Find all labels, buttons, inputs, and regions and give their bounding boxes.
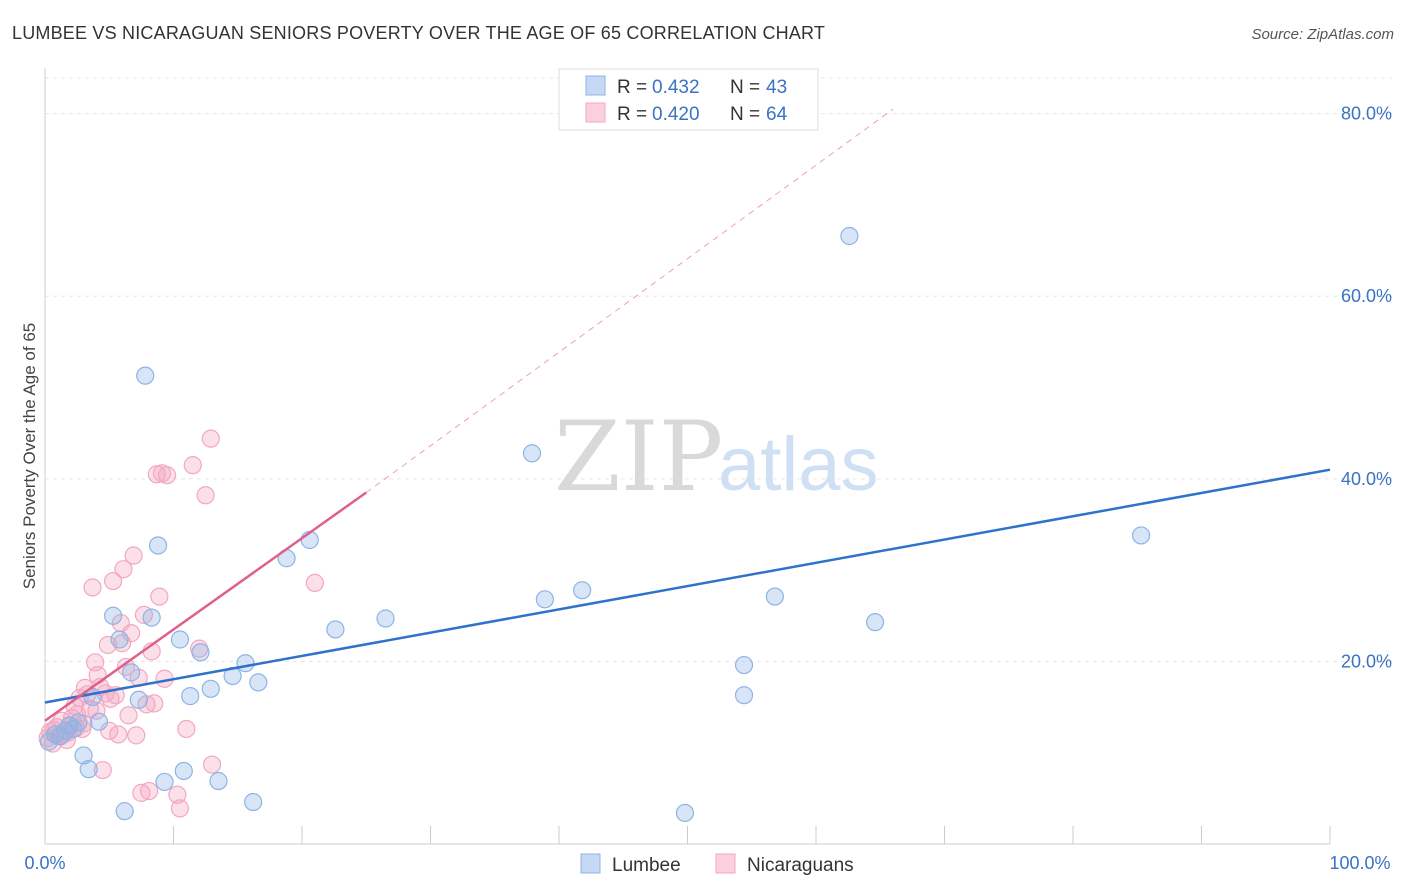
y-axis-label: Seniors Poverty Over the Age of 65 <box>20 323 39 589</box>
stats-legend: R = 0.432 N = 43 R = 0.420 N = 64 <box>558 68 819 131</box>
point-nicaraguans-62 <box>100 721 119 740</box>
point-nicaraguans-54 <box>202 755 222 774</box>
point-lumbee-38 <box>734 655 754 675</box>
gridlines <box>45 77 1392 662</box>
point-nicaraguans-27 <box>109 725 128 744</box>
point-lumbee-12 <box>110 630 129 649</box>
point-lumbee-11 <box>104 606 123 625</box>
point-nicaraguans-53 <box>201 429 220 448</box>
point-nicaraguans-43 <box>150 587 169 606</box>
point-lumbee-10 <box>89 712 109 731</box>
point-lumbee-17 <box>142 608 161 627</box>
point-lumbee-37 <box>675 803 695 823</box>
point-nicaraguans-47 <box>168 785 187 804</box>
point-lumbee-36 <box>573 581 592 600</box>
legend-r-value-nicaraguans: 0.420 <box>652 104 700 125</box>
legend-n-label-nicaraguans: N = <box>730 104 760 125</box>
watermark: ZIP atlas <box>554 401 879 513</box>
legend-n-value-lumbee: 43 <box>766 77 787 98</box>
point-nicaraguans-29 <box>114 560 133 579</box>
trend-line-lumbee <box>44 468 1331 704</box>
point-lumbee-33 <box>376 609 395 628</box>
point-nicaraguans-30 <box>116 657 136 676</box>
point-nicaraguans-61 <box>87 701 106 720</box>
point-nicaraguans-46 <box>157 466 177 485</box>
y-tick-labels: 20.0% 40.0% 60.0% 80.0% <box>1341 104 1392 672</box>
x-tick-label-max: 100.0% <box>1329 853 1390 873</box>
point-nicaraguans-48 <box>170 799 190 818</box>
point-nicaraguans-33 <box>124 546 143 565</box>
point-lumbee-24 <box>201 679 220 698</box>
point-lumbee-0 <box>39 732 58 751</box>
x-minor-ticks <box>173 826 1331 844</box>
legend-n-label-lumbee: N = <box>730 77 760 98</box>
watermark-atlas: atlas <box>718 422 879 507</box>
y-tick-label-40: 40.0% <box>1341 469 1392 489</box>
point-lumbee-34 <box>522 444 542 463</box>
point-lumbee-8 <box>79 760 98 779</box>
point-lumbee-16 <box>136 366 155 385</box>
point-nicaraguans-23 <box>98 635 118 655</box>
point-lumbee-13 <box>115 802 134 821</box>
legend-r-value-lumbee: 0.432 <box>652 77 700 98</box>
point-nicaraguans-25 <box>104 571 123 591</box>
point-lumbee-28 <box>244 792 263 812</box>
point-lumbee-25 <box>209 771 228 791</box>
point-lumbee-42 <box>866 613 885 632</box>
trend-extension-nicaraguans <box>365 108 894 493</box>
point-nicaraguans-21 <box>93 760 112 780</box>
point-lumbee-19 <box>155 772 174 792</box>
point-lumbee-6 <box>69 713 88 732</box>
point-nicaraguans-41 <box>145 694 164 713</box>
point-lumbee-41 <box>840 226 859 246</box>
point-lumbee-23 <box>191 643 210 662</box>
point-lumbee-15 <box>129 690 148 709</box>
point-nicaraguans-52 <box>196 486 215 505</box>
legend-swatch-nicaraguans <box>585 102 606 123</box>
y-tick-label-60: 60.0% <box>1341 286 1392 306</box>
chart-source: Source: ZipAtlas.com <box>1251 26 1394 43</box>
y-tick-label-20: 20.0% <box>1341 651 1392 671</box>
point-nicaraguans-17 <box>83 578 102 597</box>
point-nicaraguans-34 <box>127 726 146 745</box>
point-lumbee-18 <box>148 536 168 555</box>
point-lumbee-43 <box>1132 526 1151 545</box>
bottom-legend-label-nicaraguans: Nicaraguans <box>747 855 854 876</box>
series-legend: Lumbee Nicaraguans <box>580 853 854 876</box>
y-tick-label-80: 80.0% <box>1341 104 1392 124</box>
point-lumbee-21 <box>174 761 193 781</box>
point-lumbee-20 <box>170 630 190 649</box>
trend-line-nicaraguans <box>44 491 367 722</box>
point-lumbee-22 <box>181 687 200 706</box>
point-nicaraguans-39 <box>139 781 159 801</box>
legend-n-value-nicaraguans: 64 <box>766 104 788 125</box>
point-lumbee-29 <box>249 673 268 692</box>
point-lumbee-27 <box>236 654 255 673</box>
legend-r-label-lumbee: R = <box>617 77 647 98</box>
legend-r-label-nicaraguans: R = <box>617 104 647 125</box>
bottom-legend-swatch-nicaraguans <box>715 853 736 874</box>
point-nicaraguans-31 <box>119 706 138 725</box>
point-nicaraguans-55 <box>305 573 324 592</box>
x-tick-label-min: 0.0% <box>24 853 65 873</box>
point-nicaraguans-49 <box>177 719 196 739</box>
point-lumbee-40 <box>765 587 784 606</box>
bottom-legend-swatch-lumbee <box>580 853 601 874</box>
watermark-zip: ZIP <box>554 401 723 513</box>
chart-title: LUMBEE VS NICARAGUAN SENIORS POVERTY OVE… <box>12 23 825 43</box>
point-lumbee-32 <box>326 620 345 639</box>
point-nicaraguans-50 <box>183 456 202 475</box>
point-lumbee-35 <box>535 590 554 609</box>
point-nicaraguans-60 <box>74 714 93 733</box>
point-nicaraguans-32 <box>121 624 141 643</box>
legend-swatch-lumbee <box>585 75 606 96</box>
trend-lines <box>44 108 1331 722</box>
series-nicaraguans-points <box>38 429 324 818</box>
bottom-legend-label-lumbee: Lumbee <box>612 855 681 876</box>
series-lumbee-points <box>39 226 1151 823</box>
point-lumbee-7 <box>74 746 93 765</box>
point-lumbee-39 <box>734 686 754 705</box>
point-lumbee-14 <box>121 663 141 682</box>
